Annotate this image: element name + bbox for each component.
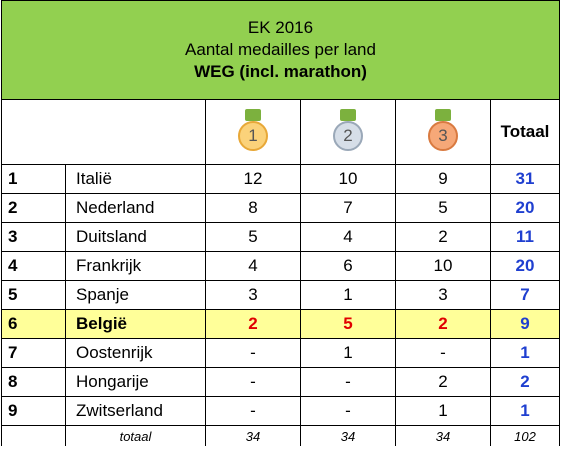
country: Hongarije <box>65 367 206 397</box>
total-count: 20 <box>490 193 560 223</box>
rank: 3 <box>1 222 66 252</box>
total-count: 1 <box>490 338 560 368</box>
data-row: 9 Zwitserland - -1 1 <box>1 396 560 426</box>
gold-count: - <box>205 367 301 397</box>
title: EK 2016 <box>247 18 314 37</box>
data-row: 7 Oostenrijk -1-1 <box>1 338 560 368</box>
rank: 7 <box>1 338 66 368</box>
silver-count: - <box>300 367 396 397</box>
medal-number: 3 <box>428 121 458 151</box>
data-row: 1 Italië 12 10 9 31 <box>1 164 560 194</box>
title-cell: EK 2016 Aantal medailles per land WEG (i… <box>1 0 560 100</box>
country: Nederland <box>65 193 206 223</box>
country: Duitsland <box>65 222 206 252</box>
footer-total: 34 <box>300 425 396 446</box>
country: Oostenrijk <box>65 338 206 368</box>
silver-count: 1 <box>300 338 396 368</box>
category: WEG (incl. marathon) <box>194 62 367 81</box>
total-count: 9 <box>490 309 560 339</box>
rank: 6 <box>1 309 66 339</box>
total-header: Totaal <box>490 99 560 165</box>
rank: 1 <box>1 164 66 194</box>
silver-count: 10 <box>300 164 396 194</box>
data-row: 8 Hongarije - -2 2 <box>1 367 560 397</box>
total-count: 7 <box>490 280 560 310</box>
header-blank <box>1 99 206 165</box>
rank: 2 <box>1 193 66 223</box>
footer-total: 34 <box>395 425 491 446</box>
footer-total: 34 <box>205 425 301 446</box>
data-row: 3 Duitsland 5 4 2 11 <box>1 222 560 252</box>
subtitle: Aantal medailles per land <box>185 40 376 59</box>
rank: 4 <box>1 251 66 281</box>
table-body: EK 2016 Aantal medailles per land WEG (i… <box>1 0 560 446</box>
country: België <box>65 309 206 339</box>
country: Zwitserland <box>65 396 206 426</box>
bronze-count: - <box>395 338 491 368</box>
data-row: 2 Nederland 8 7 5 20 <box>1 193 560 223</box>
country: Italië <box>65 164 206 194</box>
header-row: 1 2 3 Totaal <box>1 99 560 165</box>
bronze-medal: 3 <box>426 109 460 155</box>
title-row: EK 2016 Aantal medailles per land WEG (i… <box>1 0 560 100</box>
total-count: 1 <box>490 396 560 426</box>
gold-medal: 1 <box>236 109 270 155</box>
silver-header: 2 <box>300 99 396 165</box>
gold-count: - <box>205 396 301 426</box>
silver-count: 4 <box>300 222 396 252</box>
country: Spanje <box>65 280 206 310</box>
silver-count: 5 <box>300 309 396 339</box>
bronze-count: 2 <box>395 367 491 397</box>
silver-medal: 2 <box>331 109 365 155</box>
total-count: 11 <box>490 222 560 252</box>
footer-label: totaal <box>65 425 206 446</box>
gold-count: - <box>205 338 301 368</box>
bronze-count: 5 <box>395 193 491 223</box>
bronze-count: 2 <box>395 309 491 339</box>
silver-count: 7 <box>300 193 396 223</box>
data-row: 4 Frankrijk 4 6 10 20 <box>1 251 560 281</box>
rank: 9 <box>1 396 66 426</box>
silver-count: 6 <box>300 251 396 281</box>
medal-table: EK 2016 Aantal medailles per land WEG (i… <box>1 0 560 446</box>
gold-header: 1 <box>205 99 301 165</box>
country: Frankrijk <box>65 251 206 281</box>
silver-count: 1 <box>300 280 396 310</box>
total-count: 2 <box>490 367 560 397</box>
rank: 8 <box>1 367 66 397</box>
medal-number: 1 <box>238 121 268 151</box>
total-count: 31 <box>490 164 560 194</box>
footer-total: 102 <box>490 425 560 446</box>
gold-count: 5 <box>205 222 301 252</box>
data-row: 6 België 2 5 2 9 <box>1 309 560 339</box>
gold-count: 8 <box>205 193 301 223</box>
medal-number: 2 <box>333 121 363 151</box>
silver-count: - <box>300 396 396 426</box>
bronze-count: 3 <box>395 280 491 310</box>
bronze-count: 10 <box>395 251 491 281</box>
data-row: 5 Spanje 3 1 3 7 <box>1 280 560 310</box>
bronze-count: 1 <box>395 396 491 426</box>
total-count: 20 <box>490 251 560 281</box>
bronze-count: 9 <box>395 164 491 194</box>
gold-count: 12 <box>205 164 301 194</box>
gold-count: 3 <box>205 280 301 310</box>
gold-count: 2 <box>205 309 301 339</box>
gold-count: 4 <box>205 251 301 281</box>
footer-row: totaal 34 34 34 102 <box>1 425 560 446</box>
bronze-header: 3 <box>395 99 491 165</box>
footer-blank <box>1 425 66 446</box>
bronze-count: 2 <box>395 222 491 252</box>
rank: 5 <box>1 280 66 310</box>
